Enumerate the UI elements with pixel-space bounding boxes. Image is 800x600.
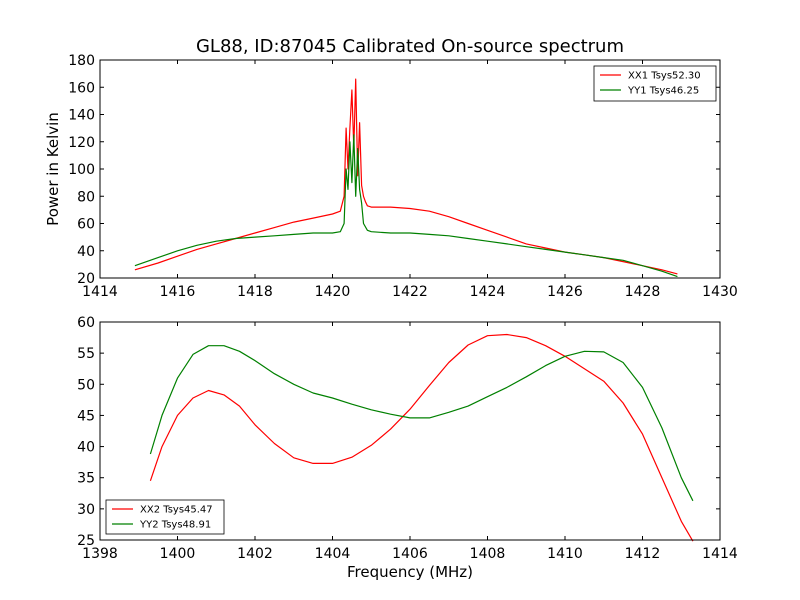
x-tick-label: 1422 [392, 284, 428, 300]
x-tick-label: 1406 [392, 546, 428, 562]
y-tick-label: 40 [77, 440, 95, 456]
y-tick-label: 25 [77, 533, 95, 549]
y-tick-label: 35 [77, 471, 95, 487]
series-line-2 [134, 134, 678, 278]
x-tick-label: 1420 [315, 284, 351, 300]
chart-title: GL88, ID:87045 Calibrated On-source spec… [196, 36, 624, 57]
x-tick-label: 1398 [82, 546, 118, 562]
y-tick-label: 50 [77, 377, 95, 393]
x-tick-label: 1430 [702, 284, 738, 300]
legend: XX1 Tsys52.30 YY1 Tsys46.25 [593, 65, 717, 102]
x-tick-label: 1416 [160, 284, 196, 300]
series-line-1 [134, 78, 678, 275]
y-tick-label: 100 [68, 162, 95, 178]
x-tick-label: 1424 [470, 284, 506, 300]
x-tick-label: 1418 [237, 284, 273, 300]
legend-entry-label: YY1 Tsys46.25 [627, 86, 699, 97]
x-axis-label: Frequency (MHz) [347, 563, 473, 581]
y-tick-label: 30 [77, 502, 95, 518]
x-tick-label: 1414 [82, 284, 118, 300]
y-tick-label: 60 [77, 315, 95, 331]
x-tick-label: 1402 [237, 546, 273, 562]
x-tick-label: 1412 [625, 546, 661, 562]
x-tick-label: 1426 [547, 284, 583, 300]
legend-box [593, 65, 717, 102]
x-tick-label: 1400 [160, 546, 196, 562]
y-tick-label: 80 [77, 189, 95, 205]
y-tick-label: 60 [77, 217, 95, 233]
legend-entry-label: XX2 Tsys45.47 [140, 505, 213, 516]
y-tick-label: 55 [77, 346, 95, 362]
series-line-1 [149, 333, 694, 542]
bottom-panel: 1398 1400 1402 1404 1406 1408 1410 1412 1414 25 30… [77, 315, 738, 581]
y-tick-label: 120 [68, 135, 95, 151]
y-tick-label: 160 [68, 80, 95, 96]
x-tick-label: 1410 [547, 546, 583, 562]
y-tick-label: 40 [77, 244, 95, 260]
series-line-2 [149, 345, 694, 502]
y-axis-label: Power in Kelvin [44, 112, 62, 226]
legend: XX2 Tsys45.47 YY2 Tsys48.91 [105, 499, 225, 535]
x-tick-label: 1428 [625, 284, 661, 300]
y-tick-label: 45 [77, 408, 95, 424]
x-tick-label: 1408 [470, 546, 506, 562]
y-tick-label: 180 [68, 53, 95, 69]
legend-box [105, 499, 225, 535]
x-tick-label: 1414 [702, 546, 738, 562]
y-tick-label: 20 [77, 271, 95, 287]
legend-entry-label: YY2 Tsys48.91 [139, 520, 211, 531]
legend-entry-label: XX1 Tsys52.30 [628, 71, 701, 82]
top-panel: 1414 1416 1418 1420 1422 1424 1426 1428 1430 20 40… [44, 36, 738, 300]
y-tick-label: 140 [68, 108, 95, 124]
x-tick-label: 1404 [315, 546, 351, 562]
